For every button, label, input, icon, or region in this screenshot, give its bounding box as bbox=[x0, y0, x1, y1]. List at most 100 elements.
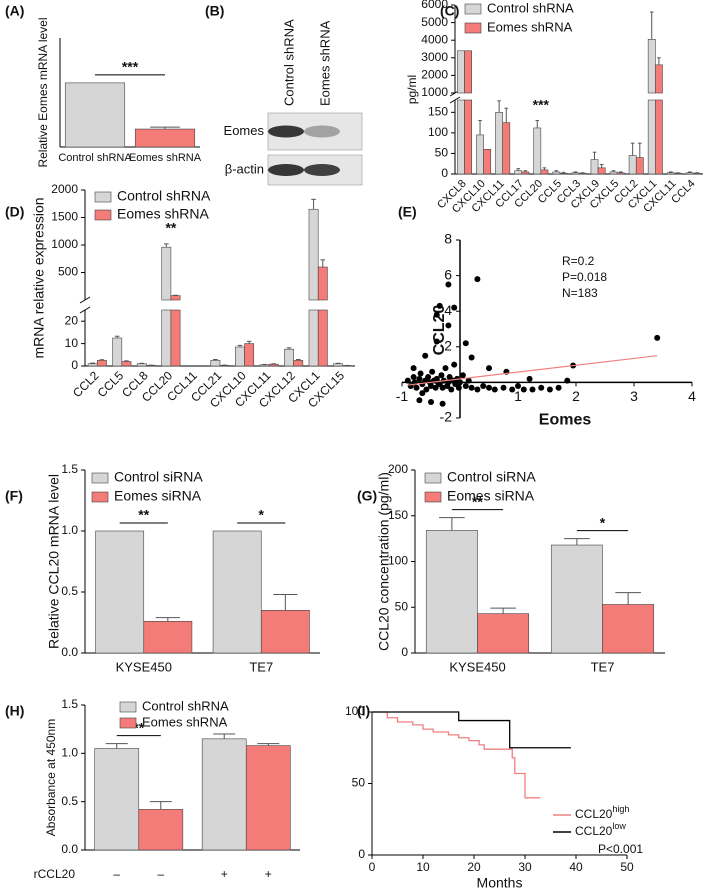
annotation: R=0.2 bbox=[562, 254, 595, 268]
bar bbox=[552, 171, 561, 175]
point bbox=[448, 386, 455, 393]
y-tick-label: 1500 bbox=[51, 210, 78, 224]
legend-label: Control siRNA bbox=[447, 469, 536, 485]
point bbox=[416, 375, 423, 382]
bar-upper bbox=[170, 295, 181, 301]
bar-upper bbox=[317, 266, 328, 301]
point bbox=[468, 354, 475, 361]
bar bbox=[647, 99, 656, 175]
y-tick-label: 8 bbox=[444, 231, 452, 247]
x-tick-label: 1 bbox=[514, 388, 522, 404]
annotation: P<0.001 bbox=[598, 842, 643, 856]
x-tick-label: CCL5 bbox=[95, 368, 127, 400]
blot-band bbox=[304, 164, 340, 176]
bar bbox=[514, 170, 523, 175]
bar-label: – bbox=[157, 867, 164, 881]
legend-swatch bbox=[91, 491, 109, 503]
legend-name: CCL20 bbox=[575, 824, 613, 838]
y-tick-label: 100 bbox=[428, 125, 448, 139]
point bbox=[486, 384, 492, 391]
point bbox=[654, 334, 661, 341]
y-tick-label: 2 bbox=[444, 338, 452, 354]
point bbox=[410, 374, 417, 381]
bar-upper bbox=[308, 208, 319, 301]
annotation: N=183 bbox=[562, 286, 598, 300]
bar bbox=[259, 364, 270, 367]
legend-label: Eomes shRNA bbox=[487, 19, 573, 34]
x-tick-label: 4 bbox=[688, 388, 696, 404]
point bbox=[564, 377, 571, 384]
bar bbox=[578, 172, 587, 175]
bar bbox=[317, 309, 328, 367]
bar-upper bbox=[647, 39, 656, 94]
x-tick-label: CCL2 bbox=[70, 368, 102, 400]
legend-name: CCL20 bbox=[575, 807, 613, 821]
bar bbox=[95, 530, 145, 654]
point bbox=[442, 365, 449, 372]
axis-break bbox=[79, 306, 91, 314]
panel-label: (E) bbox=[398, 204, 417, 220]
bar bbox=[333, 363, 344, 367]
bar bbox=[674, 172, 682, 175]
point bbox=[422, 352, 429, 359]
x-tick-label: Eomes shRNA bbox=[129, 152, 202, 164]
bar bbox=[425, 530, 478, 654]
point bbox=[486, 365, 492, 372]
legend-swatch bbox=[424, 491, 442, 503]
x-tick-label: TE7 bbox=[249, 659, 273, 674]
bar bbox=[635, 157, 644, 175]
point bbox=[423, 386, 430, 393]
bar bbox=[521, 171, 530, 175]
point bbox=[433, 338, 440, 345]
y-tick-label: 2000 bbox=[421, 68, 448, 82]
bar bbox=[609, 171, 618, 175]
point bbox=[451, 304, 458, 311]
bar bbox=[602, 604, 655, 654]
y-tick-label: 1.0 bbox=[61, 746, 78, 760]
point bbox=[500, 384, 507, 391]
bar-label: – bbox=[113, 867, 120, 881]
bar bbox=[597, 167, 606, 175]
point bbox=[455, 384, 462, 391]
point bbox=[468, 384, 475, 391]
panel-label: (G) bbox=[357, 488, 377, 504]
bar bbox=[628, 155, 637, 175]
legend-label: CCL20high bbox=[575, 804, 629, 821]
bar-label: + bbox=[265, 867, 272, 881]
legend-label: Control shRNA bbox=[142, 698, 229, 713]
y-tick-label: 4000 bbox=[421, 32, 448, 46]
blot-band bbox=[304, 125, 340, 138]
legend-swatch bbox=[424, 472, 442, 484]
point bbox=[416, 397, 423, 404]
x-tick-label: 30 bbox=[518, 860, 532, 874]
legend-swatch bbox=[119, 717, 137, 729]
y-tick-label: 1.5 bbox=[61, 697, 78, 711]
point bbox=[439, 400, 446, 407]
bar bbox=[483, 149, 492, 175]
y-tick-label: 1.0 bbox=[61, 523, 78, 537]
y-tick-label: 0 bbox=[401, 645, 408, 659]
y-tick-label: 0 bbox=[441, 166, 448, 180]
x-tick-label: 50 bbox=[620, 860, 634, 874]
bar bbox=[590, 159, 599, 175]
bar bbox=[457, 99, 465, 175]
legend-label: Eomes siRNA bbox=[447, 488, 535, 504]
point bbox=[413, 384, 420, 391]
legend-swatch bbox=[119, 701, 137, 713]
point bbox=[509, 386, 516, 393]
point bbox=[480, 382, 487, 389]
bar bbox=[201, 738, 247, 851]
legend-superscript: high bbox=[612, 804, 629, 814]
x-tick-label: -1 bbox=[396, 388, 409, 404]
panel-label: (H) bbox=[5, 703, 24, 719]
y-tick-label: 10 bbox=[65, 336, 79, 350]
legend-label: Eomes siRNA bbox=[114, 488, 202, 504]
x-tick-label: KYSE450 bbox=[449, 659, 505, 674]
fit-line bbox=[407, 355, 658, 386]
point bbox=[474, 276, 481, 283]
point bbox=[459, 372, 466, 379]
point bbox=[404, 377, 411, 384]
point bbox=[520, 386, 527, 393]
y-tick-label: 20 bbox=[65, 313, 79, 327]
lane-label: Eomes shRNA bbox=[317, 20, 332, 106]
